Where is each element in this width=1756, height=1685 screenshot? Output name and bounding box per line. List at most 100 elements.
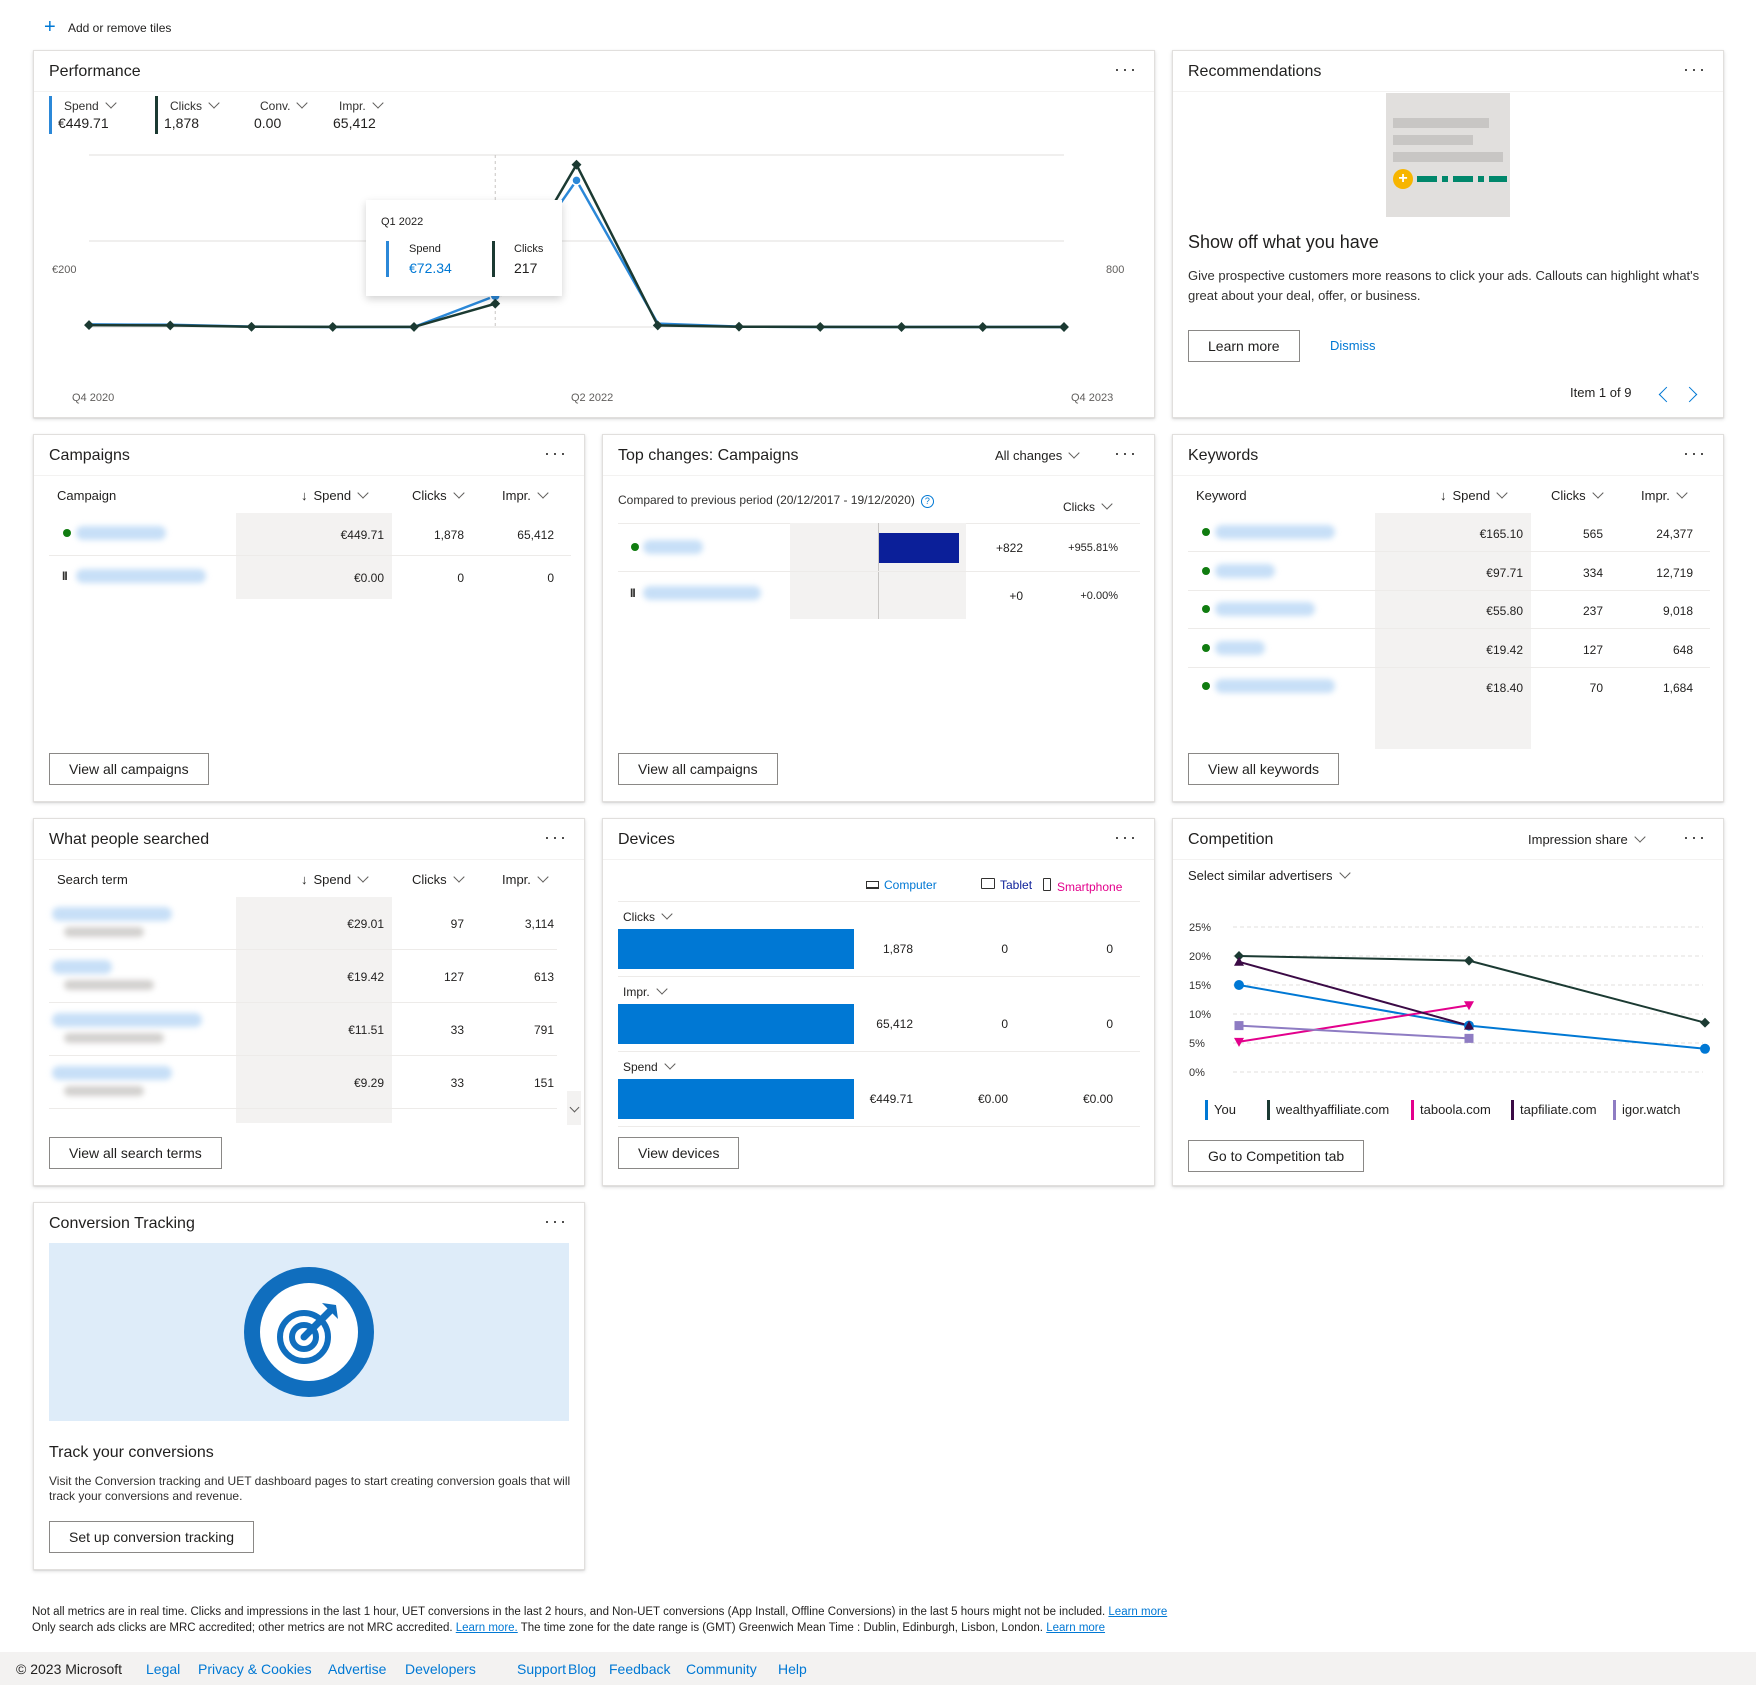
campaign-name-redacted[interactable]	[643, 586, 761, 600]
metric-dropdown[interactable]: Impr.	[623, 983, 668, 999]
metric-dropdown[interactable]: Clicks	[623, 908, 673, 924]
table-row[interactable]: €29.01 97 3,114	[34, 897, 564, 950]
data-point-clicks[interactable]	[1059, 322, 1069, 332]
column-header-keyword[interactable]: Keyword	[1196, 488, 1247, 503]
table-row[interactable]: €97.71 334 12,719	[1173, 552, 1725, 591]
footer-link-advertise[interactable]: Advertise	[328, 1661, 387, 1677]
clicks-metric-dropdown[interactable]: Clicks	[1063, 498, 1113, 514]
go-to-competition-button[interactable]: Go to Competition tab	[1188, 1140, 1365, 1172]
learn-more-link[interactable]: Learn more	[1046, 1622, 1106, 1634]
table-row[interactable]: €18.40 70 1,684	[1173, 667, 1725, 705]
footer-link-blog[interactable]: Blog	[568, 1661, 597, 1677]
data-point-wealthyaffiliate-com[interactable]	[1464, 955, 1474, 966]
data-point-you[interactable]	[1234, 980, 1244, 990]
column-header-spend[interactable]: ↓ Spend	[301, 487, 369, 503]
data-point-wealthyaffiliate-com[interactable]	[1234, 951, 1244, 961]
data-point-clicks[interactable]	[571, 159, 582, 170]
data-point-clicks[interactable]	[896, 322, 907, 332]
campaign-name-redacted[interactable]	[643, 540, 703, 554]
column-header-clicks[interactable]: Clicks	[1551, 487, 1604, 503]
more-options-icon[interactable]: ···	[1114, 59, 1138, 79]
footer-link-support[interactable]: Support	[517, 1661, 567, 1677]
view-all-search-terms-button[interactable]: View all search terms	[49, 1137, 222, 1169]
search-term-redacted[interactable]	[52, 960, 112, 974]
set-up-conversion-tracking-button[interactable]: Set up conversion tracking	[49, 1521, 254, 1553]
search-term-redacted[interactable]	[52, 907, 172, 921]
keyword-name-redacted[interactable]	[1215, 602, 1315, 616]
view-all-campaigns-button[interactable]: View all campaigns	[49, 753, 209, 785]
impression-share-dropdown[interactable]: Impression share	[1528, 831, 1646, 847]
column-header-clicks[interactable]: Clicks	[412, 487, 465, 503]
keyword-name-redacted[interactable]	[1215, 640, 1265, 655]
learn-more-link[interactable]: Learn more.	[455, 1622, 518, 1634]
more-options-icon[interactable]: ···	[544, 443, 568, 463]
data-point-clicks[interactable]	[977, 322, 988, 332]
column-header-impr[interactable]: Impr.	[502, 487, 549, 503]
data-point-spend[interactable]	[571, 175, 582, 186]
more-options-icon[interactable]: ···	[544, 1211, 568, 1231]
dismiss-link[interactable]: Dismiss	[1330, 338, 1376, 353]
footer-link-privacy-cookies[interactable]: Privacy & Cookies	[198, 1661, 312, 1677]
keyword-name-redacted[interactable]	[1215, 563, 1275, 578]
metric-dropdown-0[interactable]: Spend	[64, 97, 117, 113]
metric-dropdown[interactable]: Spend	[623, 1058, 676, 1074]
legend-smartphone[interactable]: Smartphone	[1043, 878, 1122, 894]
footer-link-developers[interactable]: Developers	[405, 1661, 476, 1677]
data-point-you[interactable]	[1700, 1043, 1710, 1054]
more-options-icon[interactable]: ···	[1114, 443, 1138, 463]
data-point-clicks[interactable]	[652, 320, 663, 331]
chevron-right-icon[interactable]	[1681, 386, 1698, 403]
footer-link-community[interactable]: Community	[686, 1661, 757, 1677]
scrollbar[interactable]	[567, 1091, 581, 1125]
data-point-clicks[interactable]	[409, 321, 419, 332]
campaign-name-redacted[interactable]	[76, 569, 206, 583]
help-icon[interactable]: ?	[920, 495, 934, 508]
search-term-redacted[interactable]	[52, 1066, 172, 1080]
select-advertisers-dropdown[interactable]: Select similar advertisers	[1188, 867, 1351, 883]
data-point-igor-watch[interactable]	[1464, 1033, 1474, 1043]
data-point-clicks[interactable]	[490, 298, 501, 309]
column-header-impr[interactable]: Impr.	[502, 871, 549, 887]
learn-more-button[interactable]: Learn more	[1188, 330, 1300, 362]
data-point-clicks[interactable]	[165, 320, 176, 331]
table-row[interactable]: €165.10 565 24,377	[1173, 513, 1725, 552]
column-header-search-term[interactable]: Search term	[57, 872, 128, 887]
data-point-taboola-com[interactable]	[1464, 1001, 1474, 1011]
data-point-taboola-com[interactable]	[1234, 1037, 1244, 1047]
legend-tablet[interactable]: Tablet	[981, 878, 1032, 892]
column-header-spend[interactable]: ↓ Spend	[301, 871, 369, 887]
more-options-icon[interactable]: ···	[1114, 827, 1138, 847]
data-point-igor-watch[interactable]	[1234, 1021, 1244, 1031]
keyword-name-redacted[interactable]	[1215, 679, 1335, 693]
campaign-name-redacted[interactable]	[76, 526, 166, 540]
data-point-tapfiliate-com[interactable]	[1234, 956, 1244, 966]
metric-dropdown-3[interactable]: Impr.	[339, 97, 384, 113]
more-options-icon[interactable]: ···	[544, 827, 568, 847]
view-devices-button[interactable]: View devices	[618, 1137, 740, 1169]
table-row[interactable]: €19.42 127 613	[34, 950, 564, 1003]
legend-computer[interactable]: Computer	[866, 878, 937, 892]
data-point-clicks[interactable]	[84, 320, 94, 331]
footer-link-help[interactable]: Help	[778, 1661, 807, 1677]
table-row[interactable]: €9.29 33 151	[34, 1056, 564, 1109]
learn-more-link[interactable]: Learn more	[1108, 1606, 1168, 1618]
view-all-keywords-button[interactable]: View all keywords	[1188, 753, 1340, 785]
data-point-clicks[interactable]	[246, 321, 257, 332]
keyword-name-redacted[interactable]	[1215, 525, 1335, 539]
metric-dropdown-2[interactable]: Conv.	[260, 97, 309, 113]
metric-dropdown-1[interactable]: Clicks	[170, 97, 220, 113]
view-all-campaigns-button[interactable]: View all campaigns	[618, 753, 778, 785]
column-header-spend[interactable]: ↓ Spend	[1440, 487, 1508, 503]
table-row[interactable]: €19.42 127 648	[1173, 629, 1725, 668]
column-header-clicks[interactable]: Clicks	[412, 871, 465, 887]
column-header-campaign[interactable]: Campaign	[57, 488, 117, 503]
data-point-clicks[interactable]	[327, 321, 338, 332]
more-options-icon[interactable]: ···	[1683, 827, 1707, 847]
chevron-left-icon[interactable]	[1658, 386, 1675, 403]
data-point-clicks[interactable]	[734, 321, 744, 332]
footer-link-feedback[interactable]: Feedback	[609, 1661, 671, 1677]
table-row[interactable]: €11.51 33 791	[34, 1003, 564, 1056]
search-term-redacted[interactable]	[52, 1013, 202, 1027]
data-point-clicks[interactable]	[815, 321, 826, 332]
footer-link-legal[interactable]: Legal	[146, 1661, 181, 1677]
